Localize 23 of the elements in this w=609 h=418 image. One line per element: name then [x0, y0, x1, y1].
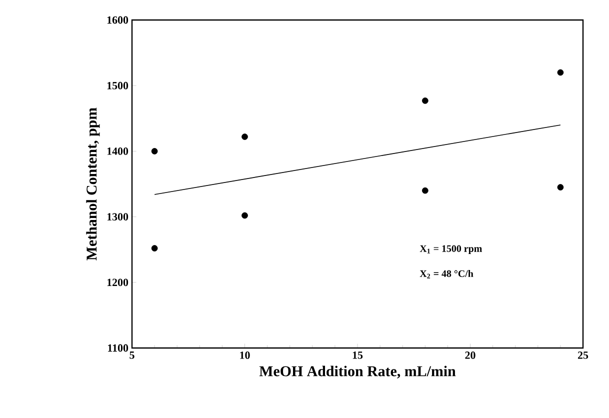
point: [557, 69, 564, 76]
annotation: X$_{2}$ = 48 °C/h: [420, 270, 474, 278]
y-tick-label: 1100: [108, 344, 128, 352]
x-tick-label: 25: [578, 352, 588, 359]
y-tick-label: 1400: [107, 148, 128, 155]
y-tick-label: 1500: [107, 82, 128, 90]
x-tick-label: 20: [465, 352, 476, 359]
annotation: X$_{1}$ = 1500 rpm: [420, 245, 482, 254]
point: [242, 212, 248, 219]
point: [242, 134, 248, 140]
y-tick-label: 1200: [107, 278, 128, 286]
y-tick-label: 1600: [107, 16, 128, 24]
x-axis-title: MeOH Addition Rate, mL/min: [259, 366, 456, 378]
y-axis-title: Methanol Content, ppm: [86, 108, 100, 260]
y-tick-label: 1300: [107, 213, 128, 220]
point: [422, 187, 428, 194]
x-tick-label: 5: [130, 352, 134, 359]
point: [151, 148, 158, 154]
point: [151, 245, 158, 252]
x-tick-label: 10: [240, 352, 250, 359]
point: [422, 98, 428, 104]
x-tick-label: 15: [352, 352, 363, 359]
point: [557, 184, 564, 190]
